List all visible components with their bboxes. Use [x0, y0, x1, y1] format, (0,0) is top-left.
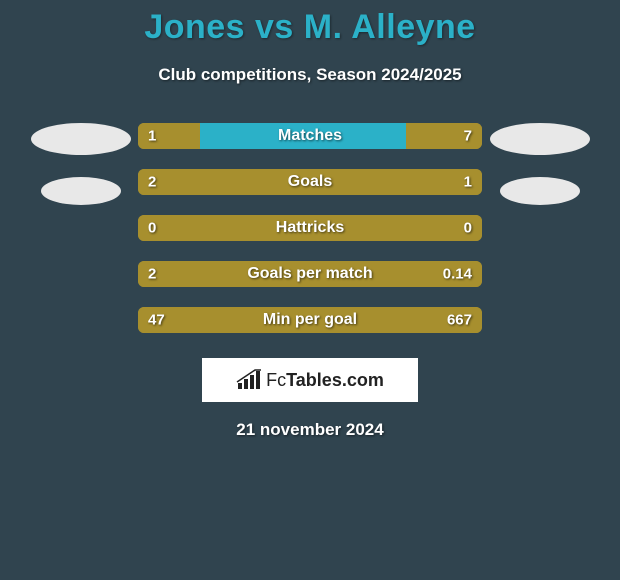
right-avatar — [500, 177, 580, 205]
stat-bar: 2 1 Goals — [138, 169, 482, 195]
bar-right-value: 0.14 — [443, 266, 472, 283]
bar-right-value: 1 — [464, 174, 472, 191]
bar-left-segment — [138, 169, 413, 195]
bar-label: Goals per match — [247, 265, 372, 283]
stat-bar: 2 0.14 Goals per match — [138, 261, 482, 287]
left-avatar — [31, 123, 131, 155]
bar-left-value: 0 — [148, 220, 156, 237]
bar-label: Hattricks — [276, 219, 344, 237]
stats-area: 1 7 Matches 2 1 Goals 0 0 Hattricks 2 0.14 Goals pe… — [0, 123, 620, 333]
subtitle: Club competitions, Season 2024/2025 — [0, 65, 620, 85]
bar-right-value: 0 — [464, 220, 472, 237]
bar-right-value: 667 — [447, 312, 472, 329]
stat-bar: 0 0 Hattricks — [138, 215, 482, 241]
fctables-logo[interactable]: FcTables.com — [202, 358, 418, 402]
comparison-widget: Jones vs M. Alleyne Club competitions, S… — [0, 0, 620, 440]
right-avatar — [490, 123, 590, 155]
left-avatar — [41, 177, 121, 205]
bar-left-value: 2 — [148, 174, 156, 191]
stat-bar: 1 7 Matches — [138, 123, 482, 149]
bar-left-value: 1 — [148, 128, 156, 145]
stat-bar: 47 667 Min per goal — [138, 307, 482, 333]
bar-label: Min per goal — [263, 311, 357, 329]
bar-left-value: 2 — [148, 266, 156, 283]
bar-left-value: 47 — [148, 312, 165, 329]
date-text: 21 november 2024 — [0, 420, 620, 440]
page-title: Jones vs M. Alleyne — [0, 8, 620, 47]
right-player-col — [482, 123, 597, 205]
stat-bars: 1 7 Matches 2 1 Goals 0 0 Hattricks 2 0.14 Goals pe… — [138, 123, 482, 333]
bar-label: Matches — [278, 127, 342, 145]
logo-text: FcTables.com — [266, 370, 384, 391]
left-player-col — [23, 123, 138, 205]
bar-right-value: 7 — [464, 128, 472, 145]
chart-icon — [236, 369, 262, 391]
bar-label: Goals — [288, 173, 332, 191]
